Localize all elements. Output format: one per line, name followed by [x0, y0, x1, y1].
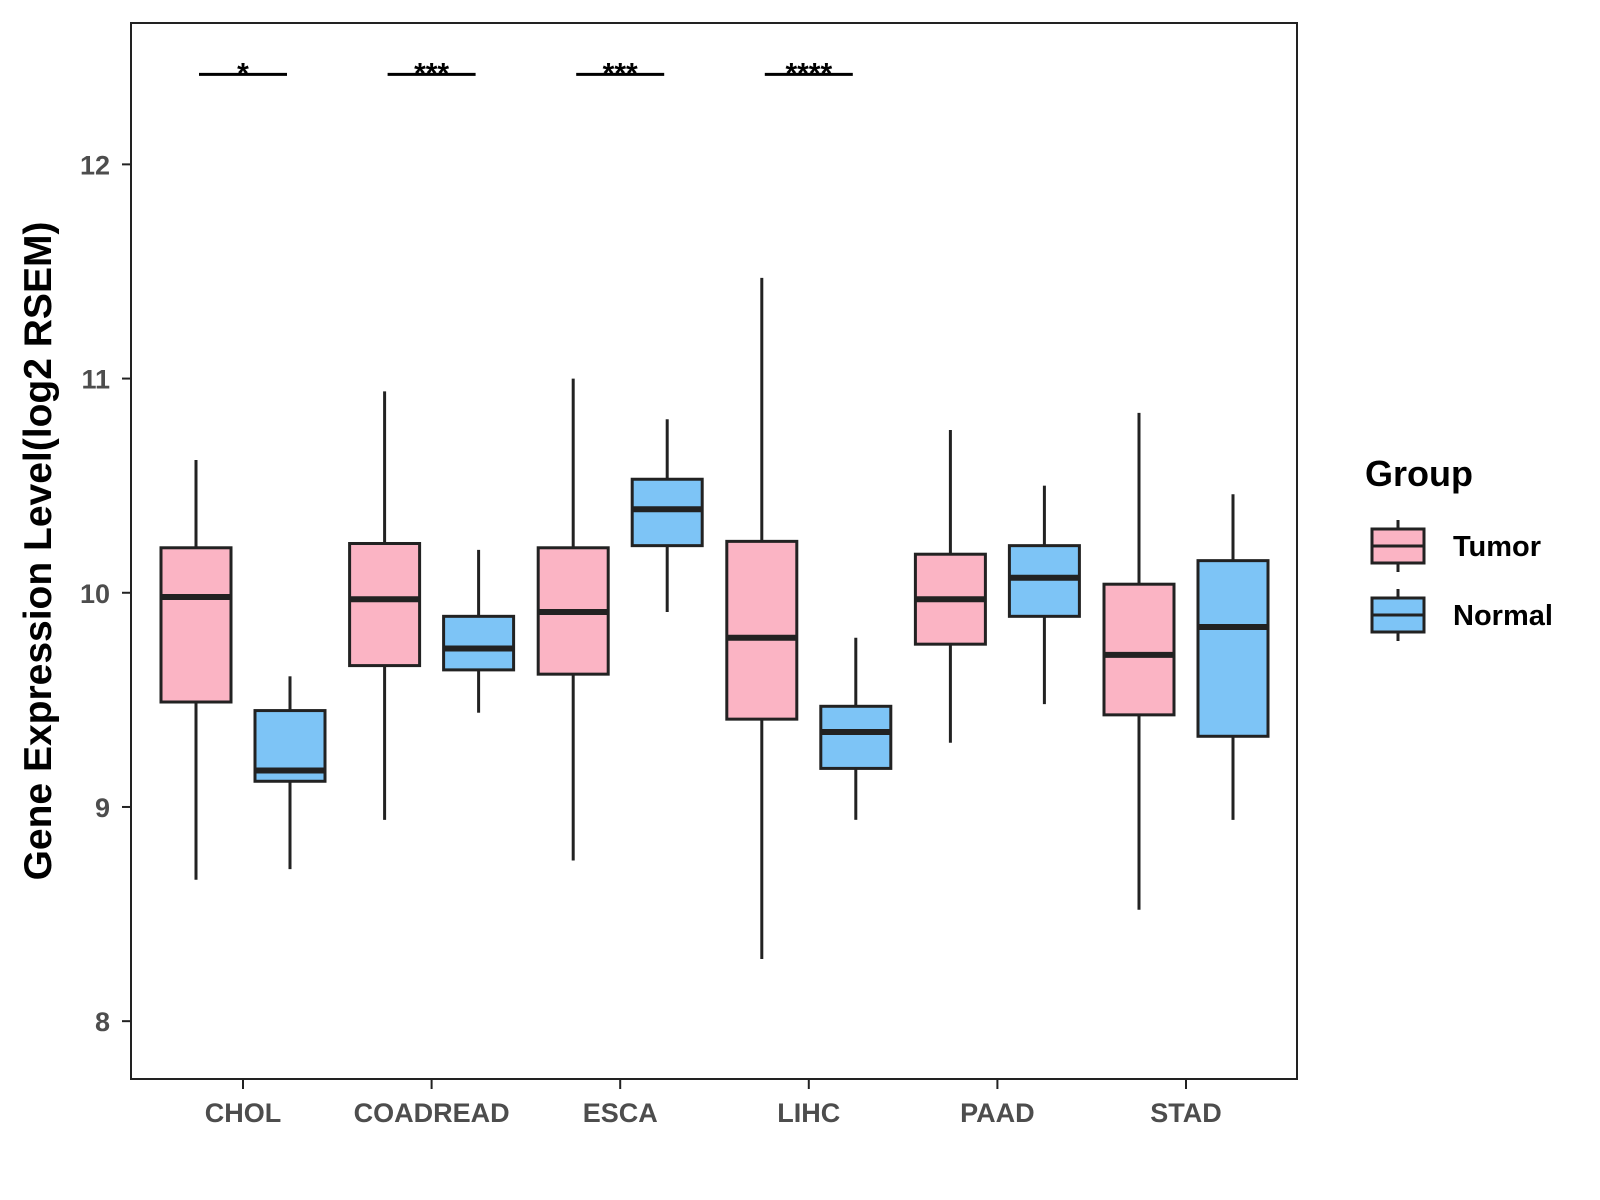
significance-chol: * — [199, 57, 287, 90]
box-tumor-chol — [159, 459, 233, 880]
box-iqr — [1102, 582, 1176, 717]
x-axis: CHOL COADREAD ESCA LIHC PAAD STAD — [205, 1079, 1222, 1128]
x-tick-label: COADREAD — [354, 1098, 510, 1128]
significance-label: **** — [785, 57, 832, 90]
box-tumor-coadread — [348, 391, 422, 820]
x-tick-label: STAD — [1150, 1098, 1222, 1128]
box-normal-lihc — [819, 637, 893, 820]
box-normal-esca — [630, 419, 704, 613]
legend-item-tumor: Tumor — [1370, 520, 1541, 572]
box-iqr — [159, 546, 233, 704]
x-tick-label: LIHC — [777, 1098, 840, 1128]
box-iqr — [1007, 544, 1081, 618]
box-normal-paad — [1007, 485, 1081, 705]
box-iqr — [442, 614, 516, 672]
significance-coadread: *** — [387, 57, 476, 90]
box-tumor-esca — [536, 378, 610, 861]
box-tumor-lihc — [725, 277, 799, 960]
x-tick-label: PAAD — [960, 1098, 1035, 1128]
significance-label: *** — [603, 57, 638, 90]
box-iqr — [725, 539, 799, 721]
significance-label: *** — [414, 57, 449, 90]
significance-esca: *** — [576, 57, 665, 90]
box-iqr — [819, 704, 893, 770]
legend-label: Tumor — [1453, 531, 1541, 563]
legend-title: Group — [1365, 453, 1473, 494]
significance-annotations: * *** *** **** — [199, 57, 853, 90]
y-tick-label: 12 — [80, 150, 110, 180]
y-axis-title: Gene Expression Level(log2 RSEM) — [17, 222, 60, 881]
y-axis: 8 9 10 11 12 — [80, 150, 131, 1037]
box-iqr — [630, 477, 704, 548]
box-tumor-paad — [913, 429, 987, 743]
box-normal-coadread — [442, 549, 516, 713]
box-tumor-stad — [1102, 412, 1176, 910]
y-tick-label: 11 — [81, 365, 110, 395]
box-iqr — [348, 542, 422, 668]
y-tick-label: 10 — [80, 579, 110, 609]
legend-label: Normal — [1453, 600, 1553, 632]
significance-lihc: **** — [764, 57, 853, 90]
y-tick-label: 9 — [95, 793, 110, 823]
box-normal-stad — [1196, 494, 1270, 820]
legend: Group Tumor Normal — [1365, 453, 1553, 641]
box-iqr — [1196, 559, 1270, 738]
box-normal-chol — [253, 676, 327, 870]
legend-item-normal: Normal — [1370, 589, 1553, 641]
y-tick-label: 8 — [95, 1007, 110, 1037]
x-tick-label: ESCA — [583, 1098, 658, 1128]
box-series — [159, 277, 1270, 960]
x-tick-label: CHOL — [205, 1098, 282, 1128]
plot-panel — [130, 22, 1298, 1080]
significance-label: * — [237, 57, 249, 90]
